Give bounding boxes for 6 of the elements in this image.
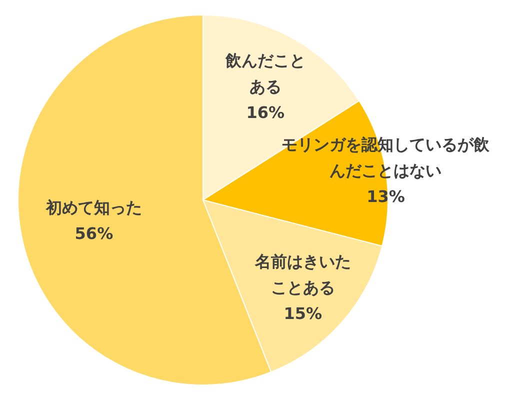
data-label: 56% [74,222,114,245]
data-label: 15% [282,303,324,326]
slice-label: 飲んだことある [224,50,306,98]
data-label: 16% [245,102,286,124]
slice-label: 初めて知った [44,196,143,219]
slice-label: 名前はきいたことある [254,251,352,300]
